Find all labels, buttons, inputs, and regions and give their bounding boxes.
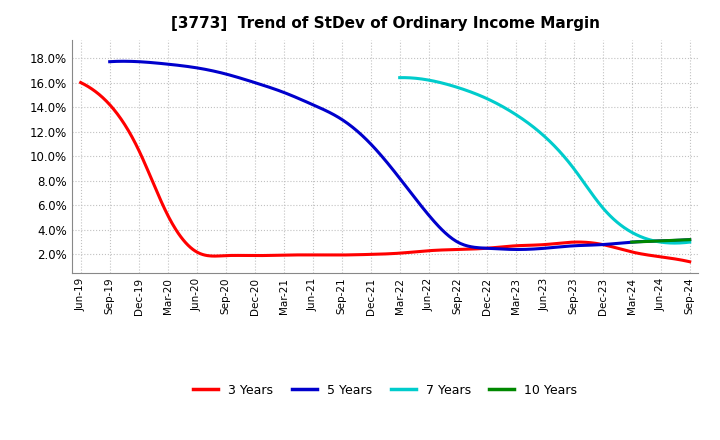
- 5 Years: [120, 59, 128, 64]
- 7 Years: [553, 146, 562, 151]
- 5 Years: [451, 238, 460, 244]
- 5 Years: [513, 247, 522, 252]
- 7 Years: [395, 75, 404, 80]
- 10 Years: [685, 237, 694, 242]
- Legend: 3 Years, 5 Years, 7 Years, 10 Years: 3 Years, 5 Years, 7 Years, 10 Years: [188, 379, 582, 402]
- 7 Years: [536, 130, 544, 135]
- 7 Years: [685, 239, 694, 245]
- Line: 10 Years: 10 Years: [631, 240, 690, 242]
- 7 Years: [680, 240, 688, 246]
- 10 Years: [627, 239, 636, 245]
- 3 Years: [671, 256, 680, 261]
- 5 Years: [382, 159, 391, 164]
- 7 Years: [634, 233, 642, 238]
- 7 Years: [534, 128, 542, 133]
- 3 Years: [575, 239, 584, 245]
- 5 Years: [674, 238, 683, 243]
- 5 Years: [105, 59, 114, 64]
- Line: 7 Years: 7 Years: [400, 77, 690, 243]
- 3 Years: [406, 249, 415, 255]
- 3 Years: [366, 252, 374, 257]
- 7 Years: [398, 75, 407, 80]
- 7 Years: [670, 240, 679, 246]
- 3 Years: [439, 247, 448, 253]
- 5 Years: [385, 163, 394, 169]
- 7 Years: [569, 165, 577, 170]
- 5 Years: [420, 208, 429, 213]
- 3 Years: [369, 252, 378, 257]
- Line: 3 Years: 3 Years: [81, 83, 690, 262]
- 5 Years: [685, 237, 694, 242]
- Line: 5 Years: 5 Years: [109, 61, 690, 249]
- Title: [3773]  Trend of StDev of Ordinary Income Margin: [3773] Trend of StDev of Ordinary Income…: [171, 16, 600, 32]
- 10 Years: [657, 238, 665, 243]
- 3 Years: [76, 80, 85, 85]
- 3 Years: [685, 259, 694, 264]
- 5 Years: [583, 242, 592, 248]
